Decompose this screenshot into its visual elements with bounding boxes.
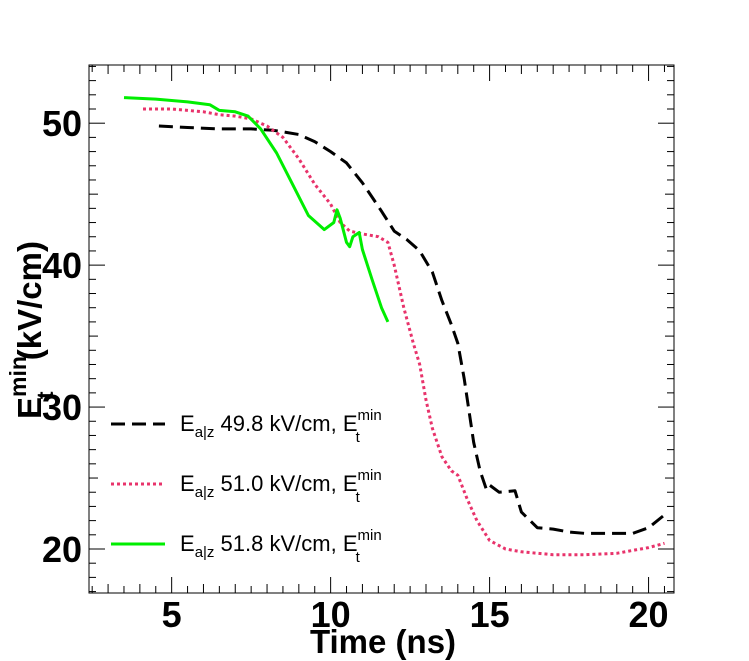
x-tick-label: 20 [629, 594, 669, 635]
y-axis-title: Emint (kV/cm) [5, 241, 58, 419]
y-tick-label: 50 [42, 103, 82, 144]
x-tick-label: 10 [311, 594, 351, 635]
legend: Ea|z 49.8 kV/cm, Emin t Ea|z 51.0 kV/cm, E… [111, 407, 382, 566]
series-line-1 [158, 124, 666, 535]
y-tick-label: 30 [42, 387, 82, 428]
x-axis-tick-labels: 5 10 15 20 [162, 594, 669, 635]
y-axis-ticks [89, 65, 674, 593]
legend-label-1: Ea|z 49.8 kV/cm, Emin t [180, 407, 382, 446]
y-axis-title-sub: t [32, 391, 58, 399]
x-axis-ticks [91, 65, 665, 593]
y-tick-label: 40 [42, 245, 82, 286]
y-axis-title-main: E [11, 397, 48, 419]
y-axis-title-sup: min [5, 356, 31, 397]
legend-label-2: Ea|z 51.0 kV/cm, Emin t [180, 467, 382, 506]
plot-frame [88, 64, 675, 594]
x-tick-label: 5 [162, 594, 182, 635]
series-line-3 [123, 96, 390, 323]
legend-label-3: Ea|z 51.8 kV/cm, Emin t [180, 527, 382, 566]
x-axis-title: Time (ns) [310, 623, 456, 660]
x-tick-label: 15 [470, 594, 510, 635]
series-layer [123, 96, 666, 557]
y-axis-tick-labels: 20 30 40 50 [42, 103, 82, 570]
y-tick-label: 20 [42, 529, 82, 570]
y-axis-title-unit: (kV/cm) [11, 241, 48, 369]
